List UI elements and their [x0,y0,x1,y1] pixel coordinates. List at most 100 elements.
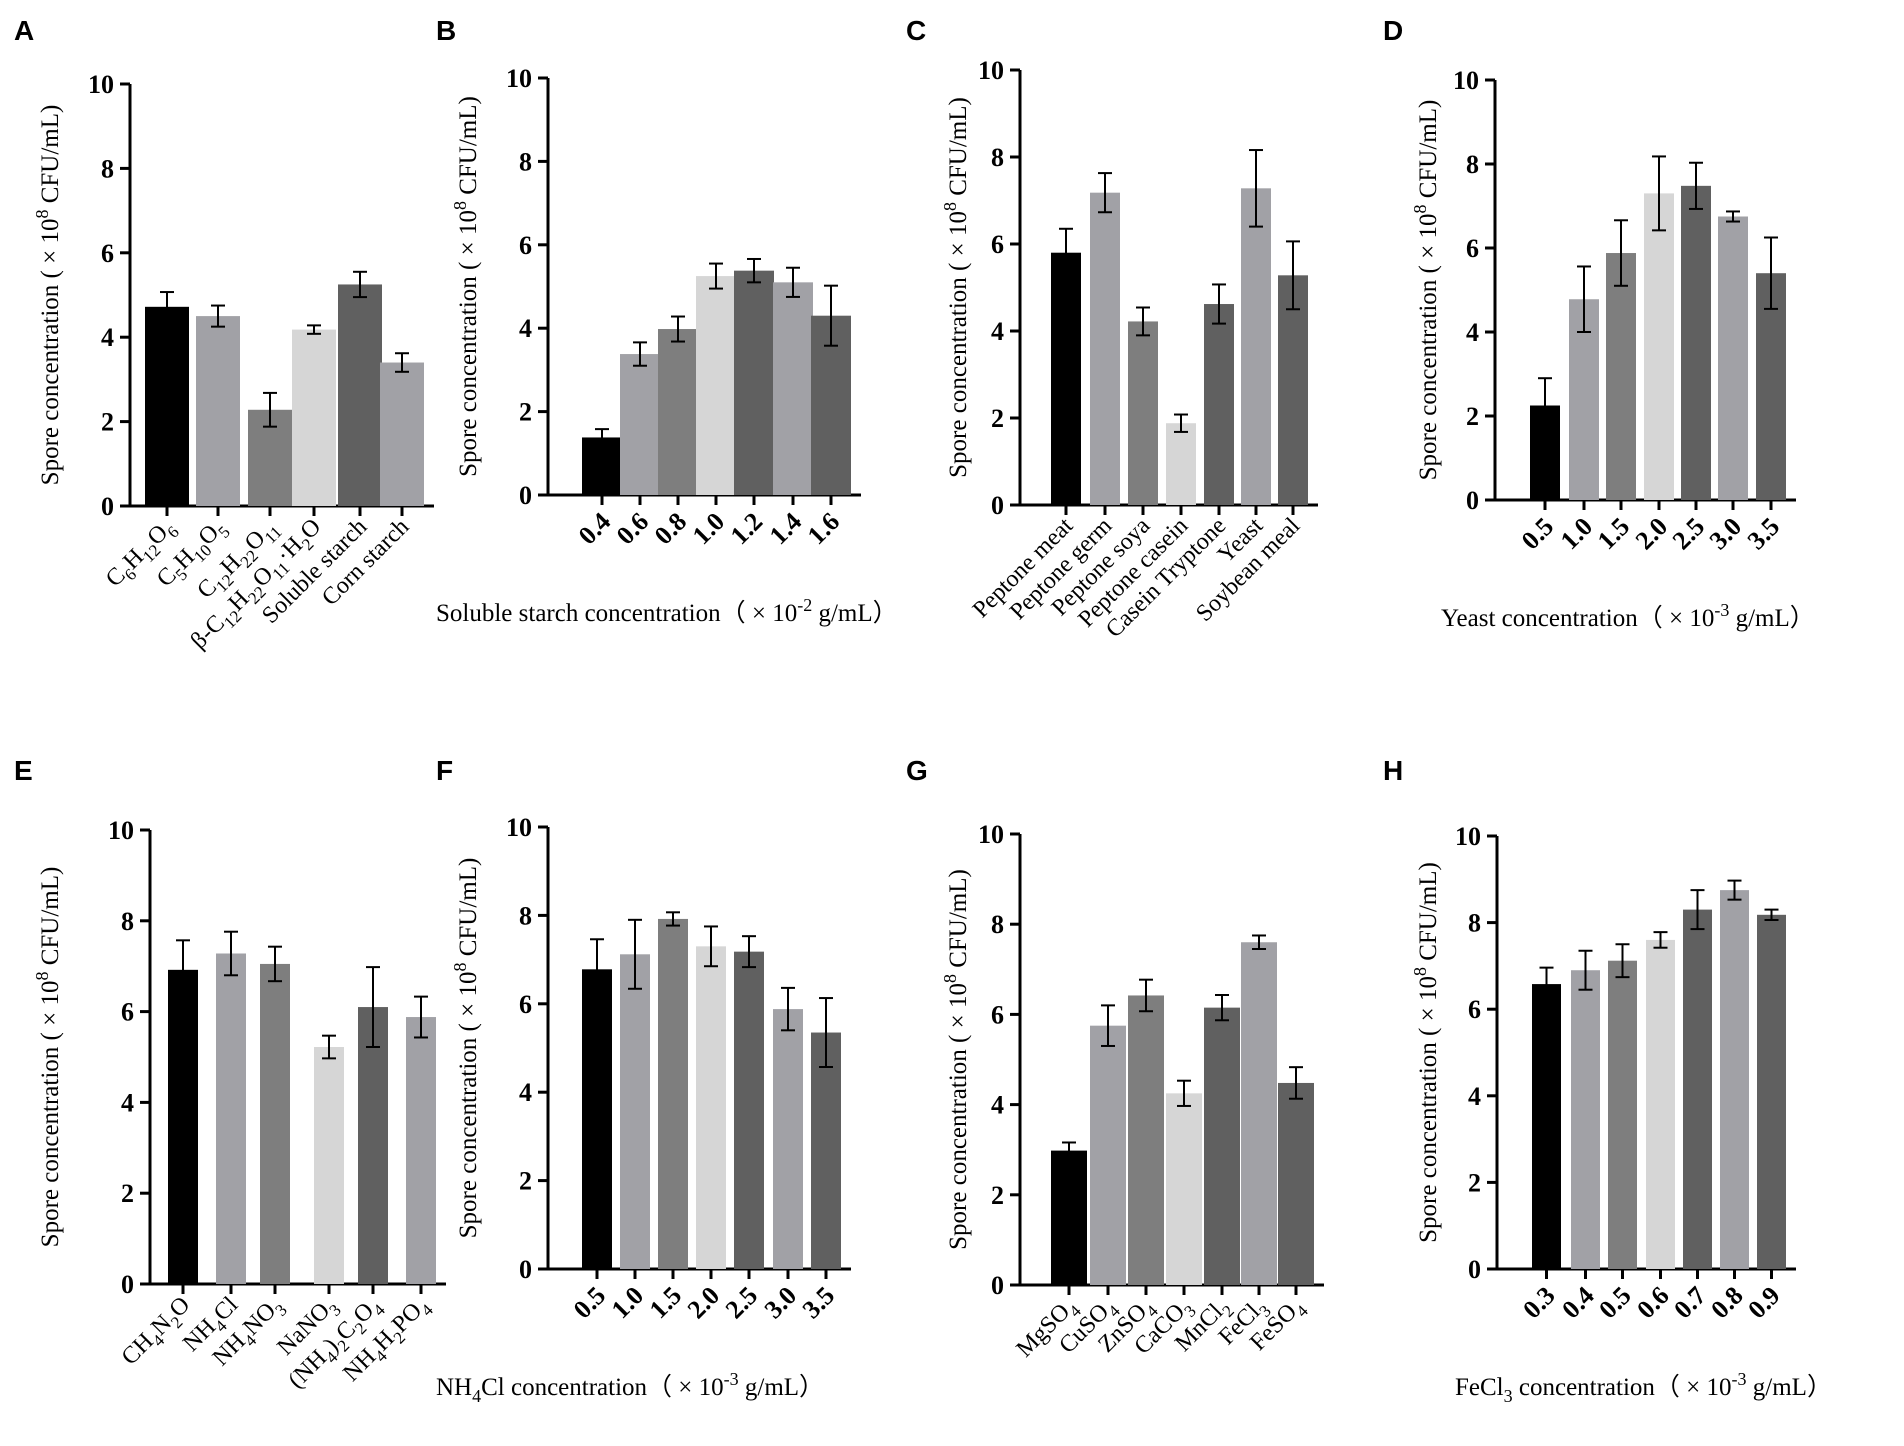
x-category-label: 1.4 [764,507,807,550]
panel-letter: C [906,15,926,46]
x-category-label: 0.5 [568,1281,611,1324]
bar [734,270,774,495]
error-bar [1215,994,1229,1022]
x-category-label: 0.6 [611,507,654,550]
error-bar [1764,236,1778,310]
bar [1166,423,1196,505]
error-bar [268,945,282,983]
error-bar [1212,283,1226,325]
bar [620,354,660,495]
bar [1278,1082,1314,1285]
error-bar [414,995,428,1039]
chart-panel-d: D Spore concentration ( × 108 CFU/mL) 0 2 4 6… [1383,15,1815,632]
y-axis-label: Spore concentration ( × 108 CFU/mL) [940,97,972,478]
chart-panel-b: B Spore concentration ( × 108 CFU/mL) 0 2 4 6… [436,15,898,627]
error-bar [1689,161,1703,210]
error-bar [628,918,642,990]
error-bar [1098,172,1112,214]
y-tick-label: 0 [121,1270,134,1299]
x-axis-label: NH4Cl concentration（ × 10-3 g/mL） [436,1369,824,1406]
bar [734,951,764,1269]
y-tick-label: 10 [978,820,1004,849]
bar [1756,273,1786,500]
error-bar [1578,949,1593,991]
bar [1128,995,1164,1285]
y-tick-label: 10 [108,816,134,845]
y-tick-label: 6 [991,1000,1004,1029]
x-category-label: 0.9 [1742,1281,1785,1324]
bar [145,306,189,506]
bar [1051,1150,1087,1285]
error-bar [1726,210,1740,223]
bar [260,963,290,1284]
error-bar [176,939,190,1001]
y-tick-label: 8 [121,907,134,936]
bar [773,282,813,495]
y-tick-label: 10 [506,64,532,93]
error-bar [395,352,409,373]
bar [1532,984,1561,1269]
bar [1241,188,1271,505]
bar [582,969,612,1269]
x-category-label: 2.0 [682,1281,725,1324]
y-tick-label: 4 [1468,1082,1481,1111]
y-tick-label: 6 [519,990,532,1019]
bar [1051,252,1081,505]
bar [1681,185,1711,500]
error-bar [1062,1141,1076,1160]
y-tick-label: 0 [519,1255,532,1284]
bar [811,1032,841,1269]
bar [1608,960,1637,1269]
error-bar [1539,966,1554,1002]
bar [1090,1025,1126,1285]
error-bar [1136,306,1150,337]
error-bar [1059,227,1073,278]
error-bar [786,266,800,298]
error-bar [263,391,277,428]
error-bar [353,270,367,299]
error-bar [709,262,723,290]
y-tick-label: 8 [1466,150,1479,179]
bar [1204,1007,1240,1285]
panel-letter: F [436,755,453,786]
bar [1571,970,1600,1269]
error-bar [819,997,833,1069]
error-bar [1289,1066,1303,1100]
bar [292,329,336,506]
chart-panel-c: C Spore concentration ( × 108 CFU/mL) 0 2 4 6… [906,15,1318,643]
y-tick-label: 10 [506,813,532,842]
bar [338,284,382,506]
error-bar [1174,413,1188,433]
error-bar [211,304,225,328]
x-axis-label: Yeast concentration（ × 10-3 g/mL） [1441,600,1815,632]
bar [1606,253,1636,500]
x-category-label: 0.5 [1593,1281,1636,1324]
error-bar [1652,155,1666,232]
bar [1720,890,1749,1269]
x-category-label: 1.0 [687,507,730,550]
error-bar [595,428,609,447]
y-tick-label: 8 [519,147,532,176]
y-tick-label: 4 [519,314,532,343]
bar [406,1017,436,1284]
error-bar [160,291,174,323]
panel-letter: H [1383,755,1403,786]
error-bar [322,1034,336,1060]
y-tick-label: 4 [991,317,1004,346]
error-bar [1653,931,1668,949]
y-tick-label: 4 [991,1091,1004,1120]
y-axis-label: Spore concentration ( × 108 CFU/mL) [32,867,64,1248]
chart-panel-e: E Spore concentration ( × 108 CFU/mL) 0 2 4 6… [14,755,446,1394]
error-bar [633,341,647,367]
error-bar [781,986,795,1032]
y-tick-label: 10 [978,56,1004,85]
x-axis-label: FeCl3 concentration（ × 10-3 g/mL） [1455,1369,1832,1406]
y-tick-label: 4 [1466,318,1479,347]
y-tick-label: 8 [1468,909,1481,938]
error-bar [307,324,321,335]
y-axis-label: Spore concentration ( × 108 CFU/mL) [450,858,482,1239]
bar [1278,275,1308,505]
error-bar [742,935,756,969]
y-tick-label: 2 [121,1179,134,1208]
